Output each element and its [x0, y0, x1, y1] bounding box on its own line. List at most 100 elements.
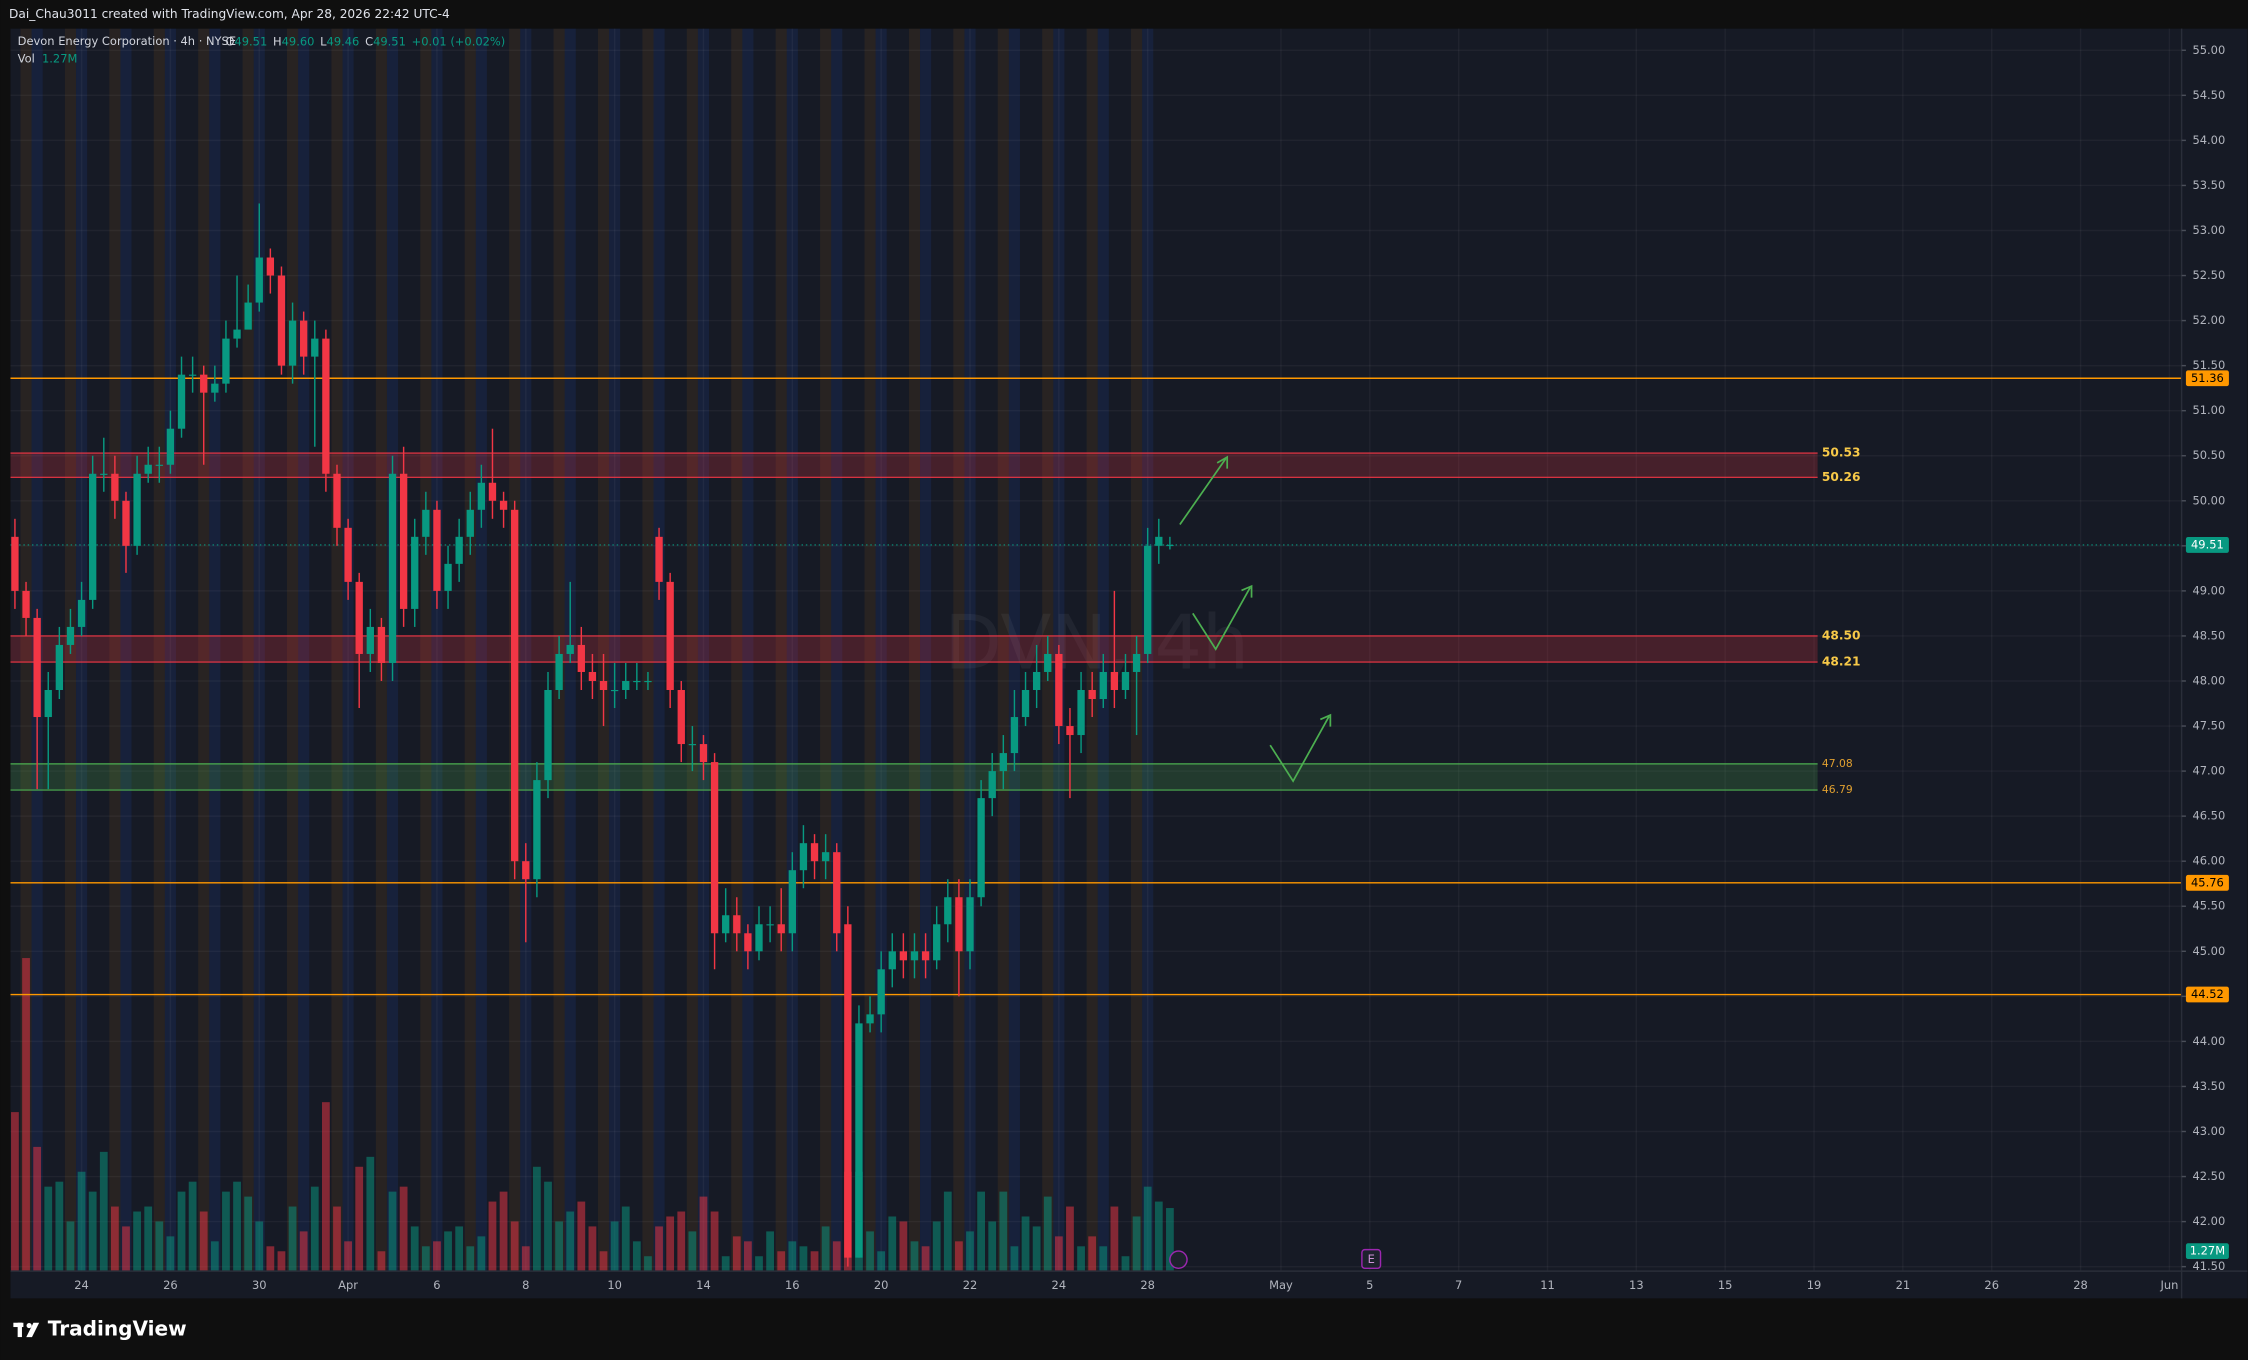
candle [599, 653, 608, 727]
volume-bar [22, 958, 30, 1272]
volume-bar [88, 1191, 97, 1272]
candle-body [377, 626, 386, 663]
session-background [742, 28, 754, 1272]
legend-value: 49.46 [327, 34, 360, 48]
candle-body [722, 915, 730, 934]
candle [411, 518, 419, 627]
candle [488, 428, 497, 519]
candle [477, 464, 486, 528]
candle [388, 455, 397, 681]
candle-body [488, 482, 497, 501]
volume-bar [44, 1186, 53, 1272]
candle [1155, 518, 1163, 564]
x-tick-label: 21 [1896, 1278, 1911, 1292]
earnings-marker[interactable] [1361, 1248, 1382, 1269]
volume-bar [144, 1206, 153, 1272]
candle [1010, 689, 1019, 772]
candle [710, 753, 719, 970]
volume-bar [732, 1236, 741, 1272]
x-tick-label: 24 [1052, 1278, 1067, 1292]
candle [211, 365, 219, 402]
legend-key: H [273, 34, 282, 48]
volume-bar [821, 1226, 830, 1272]
volume-bar [755, 1256, 763, 1272]
volume-bar [655, 1226, 663, 1272]
zone-bottom-label: 50.26 [1822, 470, 1861, 484]
y-tick-label: 49.00 [2192, 583, 2225, 597]
candle-body [855, 1023, 863, 1258]
dividend-icon[interactable] [1169, 1250, 1188, 1269]
candle [1021, 671, 1030, 727]
candle-body [866, 1014, 874, 1024]
y-tick-label: 51.50 [2192, 358, 2225, 372]
level-tag [2185, 874, 2229, 891]
y-tick-label: 43.50 [2192, 1079, 2225, 1093]
session-background [953, 28, 965, 1272]
volume-bar [899, 1221, 908, 1272]
volume-bar [410, 1226, 419, 1272]
candle-body [588, 671, 597, 681]
volume-bar [955, 1241, 963, 1272]
candle-body [1055, 653, 1063, 727]
candle [755, 906, 763, 961]
volume-bar [688, 1231, 697, 1272]
volume-bar [466, 1246, 475, 1272]
earnings-marker-label[interactable]: E [1368, 1252, 1375, 1266]
candle-body [144, 464, 152, 474]
volume-bar [1143, 1186, 1152, 1272]
y-tick-label: 55.00 [2192, 43, 2225, 57]
session-background [831, 28, 843, 1272]
candle-body [222, 338, 230, 384]
candle [33, 608, 41, 790]
volume-bar [577, 1201, 586, 1272]
legend-value: 49.60 [282, 34, 315, 48]
candle-body [688, 744, 697, 746]
candle-body [710, 762, 719, 934]
candle-body [633, 680, 641, 683]
candle-body [200, 374, 208, 393]
y-tick-label: 43.00 [2192, 1124, 2225, 1138]
candle-body [422, 509, 430, 537]
y-tick-label: 41.50 [2192, 1259, 2225, 1273]
level-tag-label: 51.36 [2191, 371, 2224, 385]
volume-bar [344, 1241, 352, 1272]
candle [821, 834, 830, 880]
candle-body [311, 338, 319, 357]
candle [322, 329, 330, 492]
volume-bar [433, 1241, 441, 1272]
zone-bottom-label: 46.79 [1822, 783, 1853, 796]
candle [155, 446, 163, 483]
candle [977, 780, 985, 907]
candle-body [455, 536, 463, 564]
last-price-tag-label: 49.51 [2191, 537, 2224, 551]
candle [577, 626, 585, 690]
volume-bar [444, 1231, 452, 1272]
volume-bar [310, 1186, 319, 1272]
candle [300, 311, 308, 375]
zone [10, 635, 1818, 663]
session-background [875, 28, 887, 1272]
candle [422, 491, 430, 555]
candle-body [77, 599, 86, 627]
candle-body [233, 329, 241, 339]
candle [177, 356, 186, 438]
candle-body [755, 924, 763, 952]
volume-bar [210, 1241, 219, 1272]
volume-bar [1166, 1208, 1174, 1272]
x-tick-label: 15 [1718, 1278, 1733, 1292]
session-background [597, 28, 610, 1272]
volume-bar [122, 1226, 130, 1272]
x-tick-label: 20 [874, 1278, 889, 1292]
volume-bar [322, 1102, 330, 1272]
session-background [242, 28, 254, 1272]
candle [44, 671, 52, 790]
session-background [653, 28, 665, 1272]
volume-bar [1077, 1246, 1085, 1272]
session-background [20, 28, 32, 1272]
candle-body [355, 581, 363, 654]
session-background [686, 28, 698, 1272]
candle-body [744, 933, 752, 952]
candle-body [655, 536, 663, 582]
volume-bar [677, 1211, 686, 1272]
volume-bar [610, 1221, 619, 1272]
